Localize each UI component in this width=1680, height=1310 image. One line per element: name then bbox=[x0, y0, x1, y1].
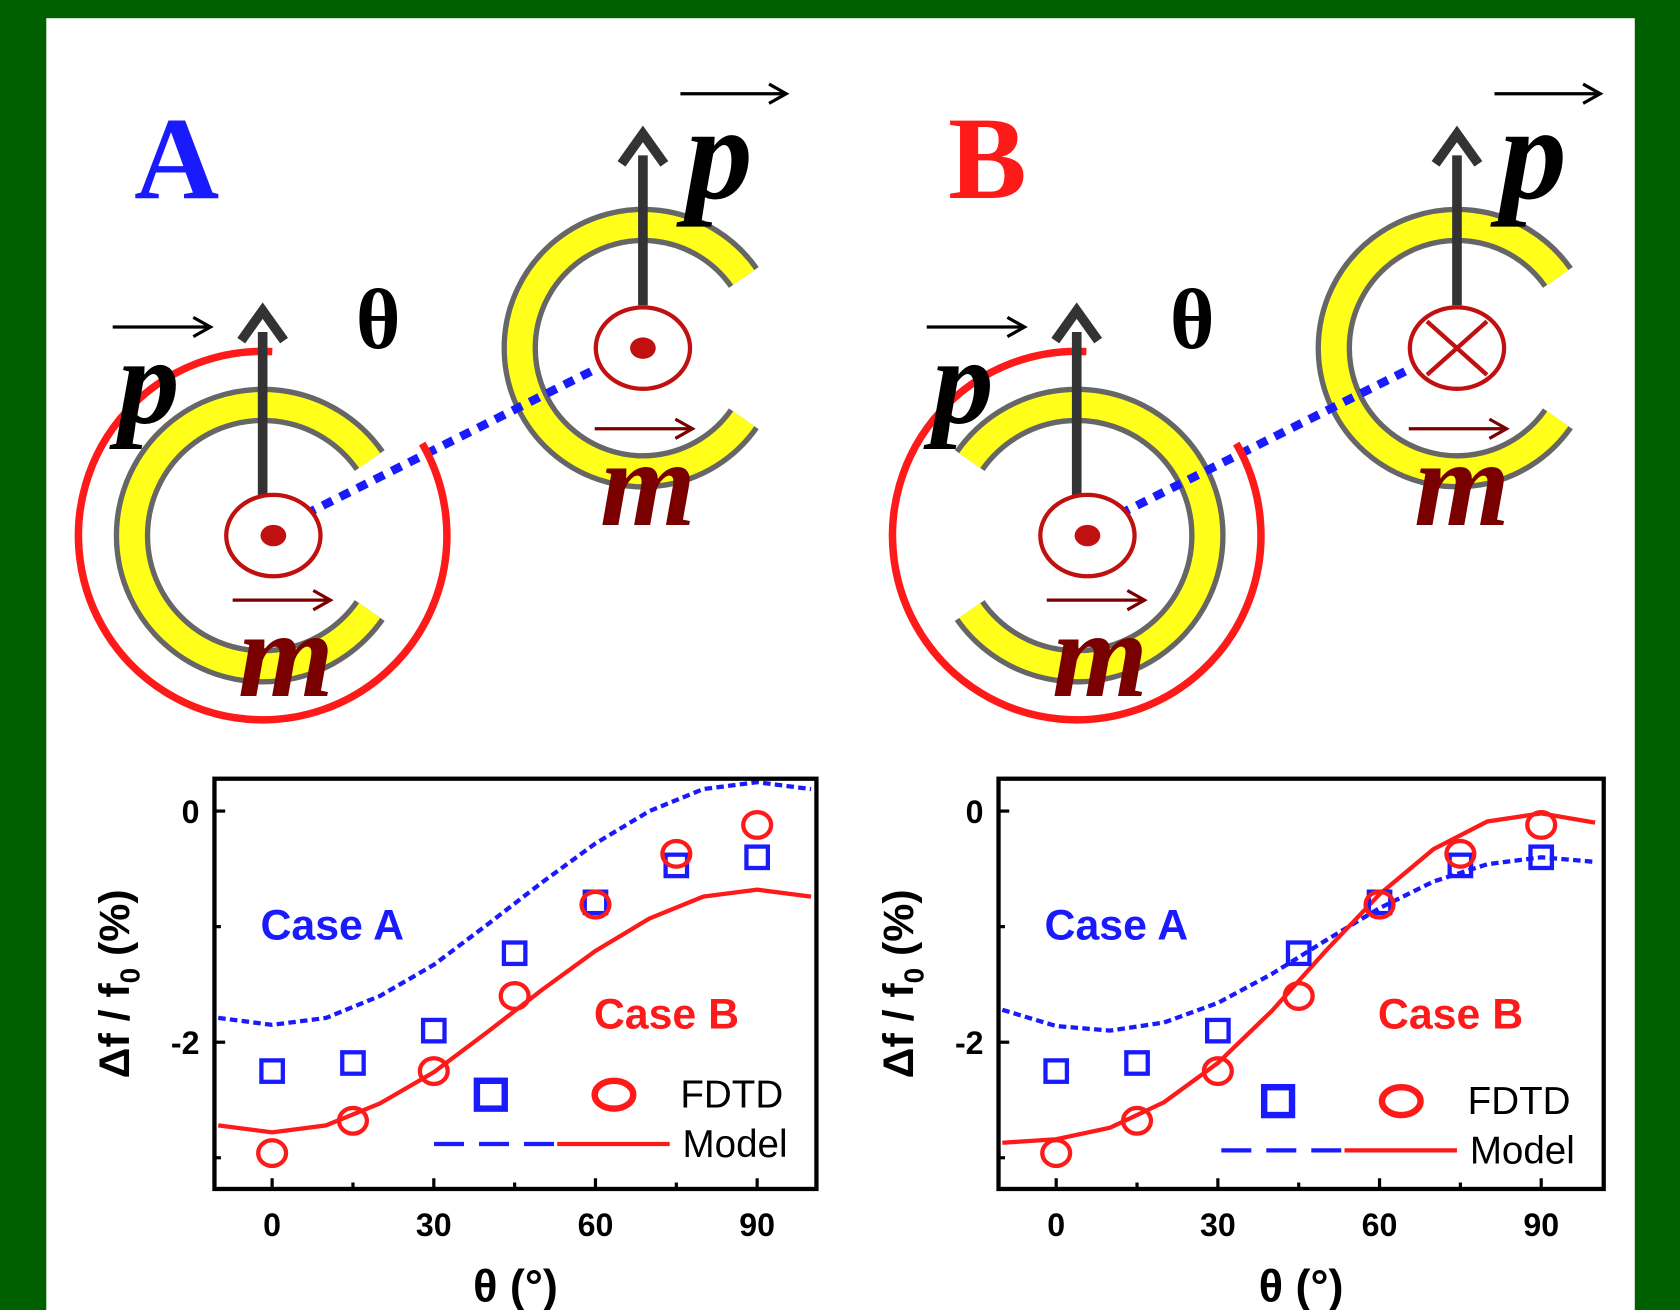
legend-label: FDTD bbox=[680, 1074, 783, 1117]
series-name: Case B bbox=[594, 990, 739, 1038]
x-tick-label: 90 bbox=[739, 1207, 775, 1243]
figure: AθppmmBθppmm-200306090θ (°)Δf / f0 (%)Ca… bbox=[0, 0, 1680, 1310]
y-axis-label: Δf / f0 (%) bbox=[91, 889, 146, 1078]
y-axis-label-text: Δf / f bbox=[875, 983, 923, 1079]
p-label: p bbox=[676, 79, 753, 227]
series-name: Case A bbox=[260, 901, 404, 949]
x-tick-label: 30 bbox=[416, 1207, 452, 1243]
m-dipole-dot bbox=[261, 525, 287, 546]
p-label: p bbox=[109, 313, 180, 450]
y-axis-label-sub: 0 bbox=[899, 968, 930, 983]
y-tick-label: 0 bbox=[182, 794, 200, 830]
x-tick-label: 30 bbox=[1200, 1207, 1236, 1243]
series-name: Case A bbox=[1045, 901, 1189, 949]
y-axis-label-sub: 0 bbox=[114, 968, 145, 983]
y-axis-label-suffix: (%) bbox=[91, 889, 139, 968]
x-tick-label: 60 bbox=[578, 1207, 614, 1243]
p-label: p bbox=[1490, 79, 1567, 227]
x-axis-label: θ (°) bbox=[473, 1260, 558, 1310]
y-axis-label-suffix: (%) bbox=[875, 889, 923, 968]
x-tick-label: 60 bbox=[1362, 1207, 1398, 1243]
x-axis-label: θ (°) bbox=[1259, 1260, 1344, 1310]
y-tick-label: 0 bbox=[966, 794, 984, 830]
x-tick-label: 0 bbox=[263, 1207, 281, 1243]
series-name: Case B bbox=[1378, 990, 1523, 1038]
legend-label: FDTD bbox=[1468, 1080, 1571, 1123]
y-axis-label-text: Δf / f bbox=[91, 983, 139, 1079]
angle-label: θ bbox=[1170, 272, 1215, 367]
angle-label: θ bbox=[356, 272, 401, 367]
m-dipole-dot bbox=[1075, 525, 1101, 546]
y-tick-label: -2 bbox=[955, 1025, 984, 1061]
legend-label: Model bbox=[1470, 1129, 1575, 1172]
p-label: p bbox=[923, 313, 994, 450]
x-tick-label: 90 bbox=[1523, 1207, 1559, 1243]
legend-label: Model bbox=[683, 1123, 788, 1166]
panel-label: B bbox=[948, 94, 1027, 224]
y-axis-label: Δf / f0 (%) bbox=[875, 889, 930, 1078]
x-tick-label: 0 bbox=[1047, 1207, 1065, 1243]
m-dipole-dot bbox=[630, 337, 656, 358]
y-tick-label: -2 bbox=[171, 1025, 200, 1061]
panel-label: A bbox=[134, 94, 219, 224]
